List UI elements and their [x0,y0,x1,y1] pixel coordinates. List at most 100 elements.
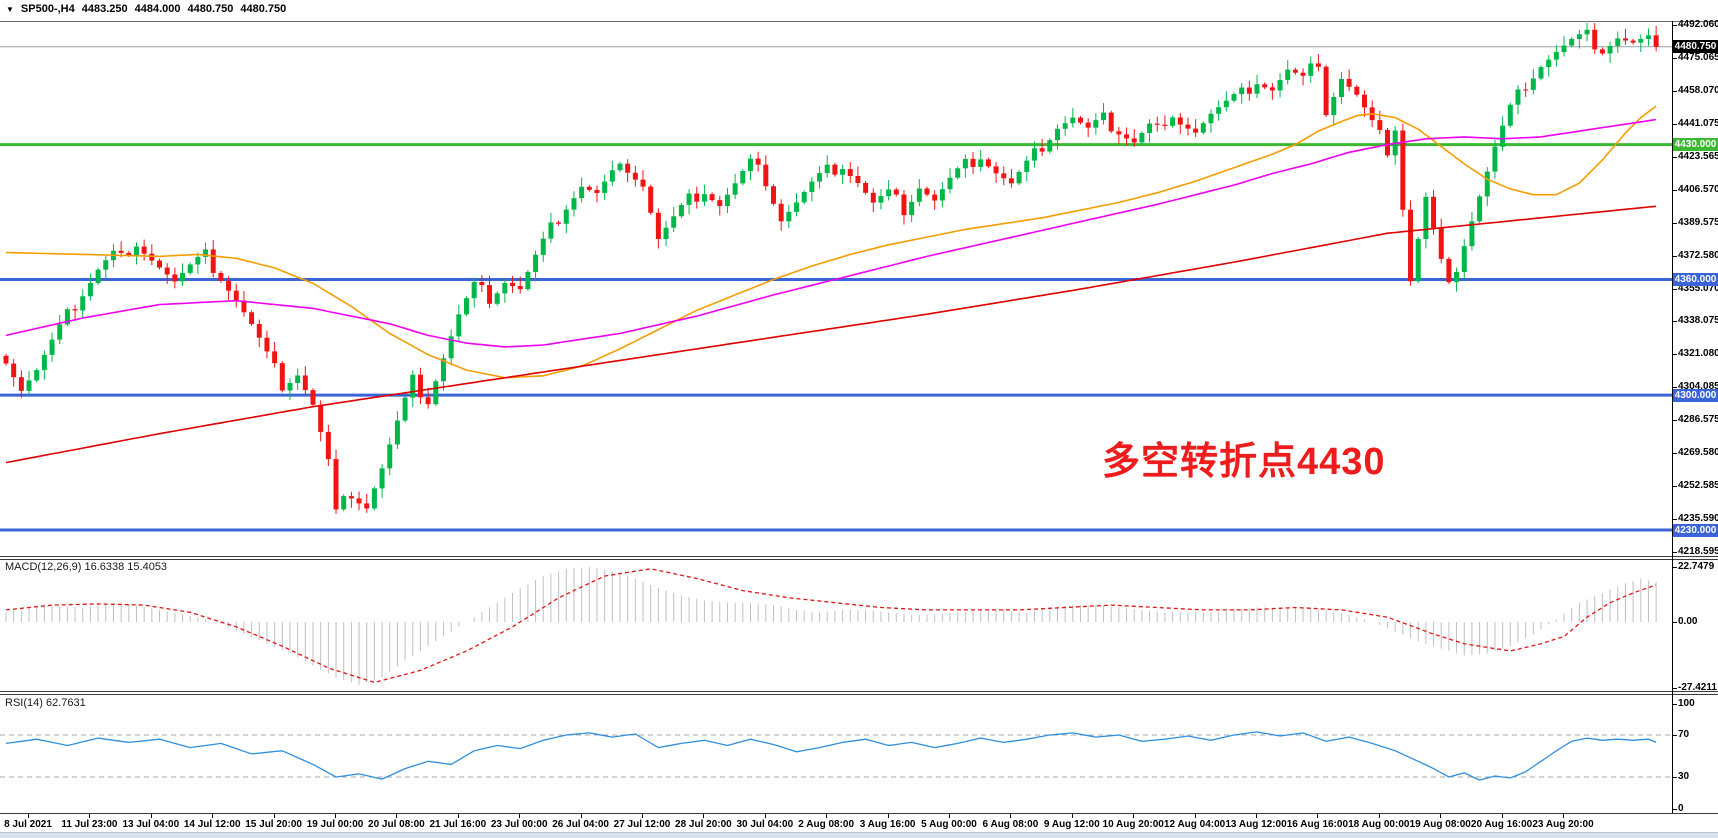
candle-bull [947,177,953,190]
time-tick-label[interactable]: 27 Jul 12:00 [613,819,671,830]
time-tick-label[interactable]: 30 Jul 04:00 [736,819,794,830]
candle-bull [1569,38,1575,46]
price-tick-mark [1672,354,1677,356]
candle-bull [794,202,800,212]
time-tick-label[interactable]: 19 Jul 00:00 [306,819,364,830]
high-value: 4484.000 [134,3,181,15]
level-price-box-4430.000[interactable]: 4430.000 [1673,138,1718,152]
price-tick-label: 4441.075 [1678,117,1718,129]
candle-bull [1415,239,1421,282]
symbol-period-label: SP500-,H4 [20,3,75,15]
main-macd-separator-2[interactable] [0,559,1718,560]
candle-bull [701,194,707,202]
candle-bear [279,363,285,391]
price-tick-label: 4235.590 [1678,513,1718,525]
candle-bull [724,194,730,207]
candle-bull [1338,78,1344,97]
candle-bull [1638,38,1644,43]
candle-bull [801,192,807,203]
time-tick-label[interactable]: 6 Aug 08:00 [982,819,1039,830]
candle-bear [325,431,331,460]
price-tick-label: 4458.070 [1678,84,1718,96]
candle-bull [1546,59,1552,68]
time-tick-mark [1563,814,1564,818]
candle-bull [939,189,945,201]
time-tick-label[interactable]: 5 Aug 00:00 [921,819,977,830]
rsi-bottom-border [0,813,1718,814]
time-tick-label[interactable]: 20 Jul 08:00 [368,819,425,830]
price-tick-label: 4269.580 [1678,447,1718,459]
time-tick-label[interactable]: 12 Aug 04:00 [1163,819,1226,830]
time-tick-label[interactable]: 23 Jul 00:00 [490,819,548,830]
time-tick-label[interactable]: 16 Aug 16:00 [1286,819,1349,830]
candle-bear [1078,117,1083,123]
time-tick-label[interactable]: 13 Jul 04:00 [122,819,180,830]
candle-bear [318,404,324,432]
time-tick-mark [457,814,459,818]
time-tick-label[interactable]: 3 Aug 16:00 [859,819,916,830]
macd-scale-label: 0.00 [1678,616,1698,627]
candle-bear [1599,49,1605,54]
time-tick-label[interactable]: 8 Jul 2021 [4,819,52,830]
macd-indicator-chart[interactable] [0,558,1718,696]
candle-bull [203,249,209,257]
price-tick-label: 4355.070 [1678,282,1718,294]
candle-bull [1147,123,1153,134]
candle-bear [1653,35,1659,47]
candle-bear [870,192,876,203]
time-tick-label[interactable]: 10 Aug 20:00 [1102,819,1164,830]
candle-bear [226,280,232,291]
price-tick-label: 4252.585 [1678,480,1718,492]
rsi-tick-mark [1672,777,1677,778]
time-tick-label[interactable]: 20 Aug 16:00 [1470,819,1533,830]
candle-bear [348,496,354,499]
candle-bear [1246,87,1252,94]
candle-bear [11,363,17,378]
time-tick-mark [1256,814,1257,818]
candle-bull [671,216,677,228]
rsi-indicator-chart[interactable] [0,692,1718,814]
main-price-chart[interactable] [0,0,1718,558]
price-tick-label: 4321.080 [1678,348,1718,360]
time-tick-label[interactable]: 26 Jul 04:00 [552,819,609,830]
price-tick-mark [1672,387,1677,389]
candle-bear [993,166,999,174]
candle-bull [1170,117,1176,126]
candle-bull [1070,117,1076,124]
candle-bull [26,380,32,391]
time-tick-label[interactable]: 2 Aug 08:00 [798,819,855,830]
candle-bear [863,182,869,193]
macd-tick-mark [1672,567,1677,568]
candle-bull [978,159,984,167]
time-tick-label[interactable]: 13 Aug 12:00 [1225,819,1287,830]
time-tick-label[interactable]: 23 Aug 20:00 [1532,819,1594,830]
candle-bear [249,312,255,325]
candle-bear [1315,63,1321,67]
time-tick-label[interactable]: 15 Jul 20:00 [245,819,302,830]
time-tick-label[interactable]: 11 Jul 23:00 [61,819,118,830]
time-tick-mark [826,814,828,818]
dropdown-triangle-icon[interactable]: ▼ [6,4,14,14]
candle-bear [893,189,899,195]
macd-rsi-separator-2[interactable] [0,694,1718,695]
candle-bear [901,194,907,216]
macd-rsi-separator-1[interactable] [0,691,1718,692]
price-axis-line[interactable] [1672,21,1673,813]
candle-bear [771,186,776,204]
time-tick-label[interactable]: 28 Jul 20:00 [675,819,732,830]
main-macd-separator-1[interactable] [0,556,1718,557]
time-tick-label[interactable]: 21 Jul 16:00 [429,819,487,830]
time-tick-label[interactable]: 19 Aug 08:00 [1409,819,1471,830]
candle-bull [1285,69,1291,81]
candle-bear [417,374,423,398]
time-tick-label[interactable]: 18 Aug 00:00 [1348,819,1410,830]
macd-tick-mark [1672,688,1677,690]
time-tick-label[interactable]: 9 Aug 12:00 [1043,819,1100,830]
time-tick-mark [28,814,29,818]
candle-bear [72,309,78,311]
time-tick-label[interactable]: 14 Jul 12:00 [183,819,241,830]
level-price-box-4230.000[interactable]: 4230.000 [1673,523,1718,537]
level-price-box-4360.000[interactable]: 4360.000 [1673,272,1718,286]
level-price-box-4300.000[interactable]: 4300.000 [1673,388,1718,402]
candle-bull [1461,246,1467,272]
